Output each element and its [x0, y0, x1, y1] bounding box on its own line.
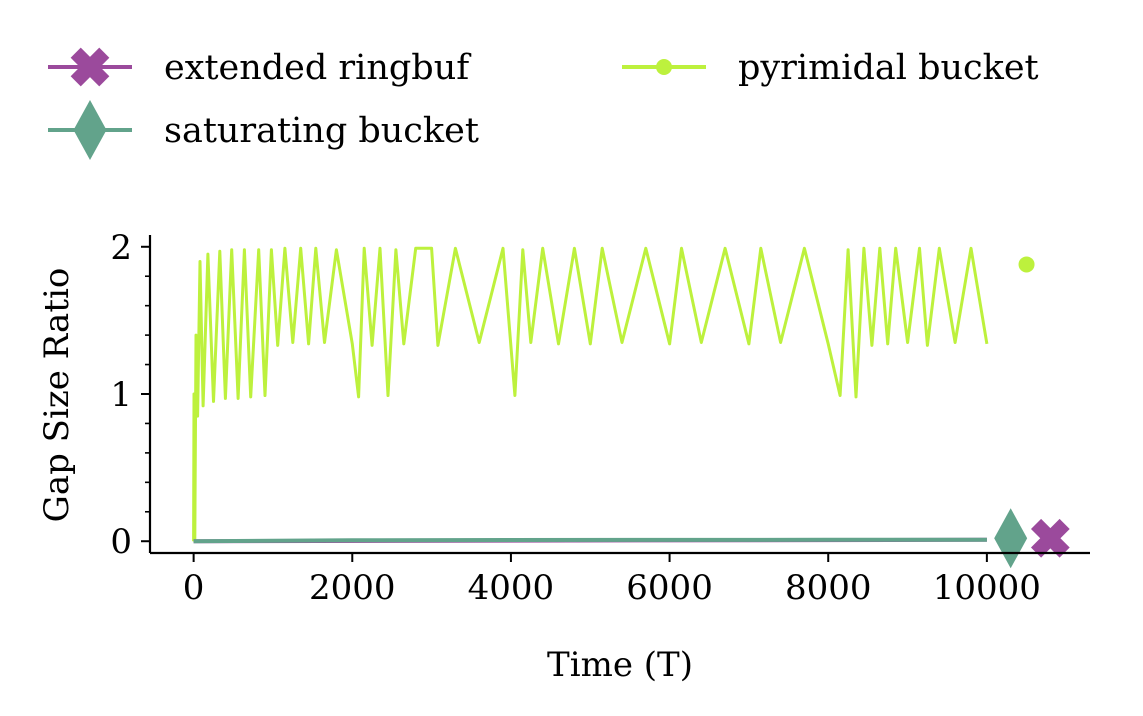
legend-label: pyrimidal bucket — [738, 48, 1039, 88]
x-tick-label: 8000 — [785, 568, 872, 608]
summary-marker-pyrimidal-bucket — [1018, 256, 1035, 273]
series-line-pyrimidal-bucket — [192, 246, 989, 543]
series-layer — [192, 246, 989, 544]
y-axis-ticks: 0 1 2 — [110, 228, 150, 562]
y-axis-label: Gap Size Ratio — [37, 268, 77, 523]
x-tick-label: 2000 — [309, 568, 396, 608]
legend-item-saturating-bucket: saturating bucket — [48, 100, 479, 160]
legend-marker — [656, 59, 672, 75]
plot-area: 0 2000 4000 6000 8000 10000 0 1 2 — [110, 228, 1090, 608]
legend: extended ringbuf saturating bucket pyrimid… — [48, 47, 1039, 160]
y-tick-label: 0 — [110, 522, 132, 562]
series-line-saturating-bucket — [193, 537, 987, 544]
y-tick-label: 1 — [110, 375, 132, 415]
legend-marker — [70, 47, 110, 87]
summary-markers — [994, 256, 1070, 569]
legend-marker — [73, 100, 107, 160]
x-tick-label: 4000 — [468, 568, 555, 608]
x-axis-ticks: 0 2000 4000 6000 8000 10000 — [183, 553, 1041, 608]
legend-item-pyrimidal-bucket: pyrimidal bucket — [622, 48, 1039, 88]
x-tick-label: 10000 — [933, 568, 1041, 608]
x-axis-label: Time (T) — [547, 645, 693, 685]
x-tick-label: 6000 — [626, 568, 713, 608]
legend-label: extended ringbuf — [164, 48, 472, 88]
summary-marker-saturating-bucket — [994, 508, 1028, 569]
legend-item-extended-ringbuf: extended ringbuf — [48, 47, 472, 88]
summary-marker-extended-ringbuf — [1030, 518, 1070, 558]
y-tick-label: 2 — [110, 228, 132, 268]
legend-label: saturating bucket — [164, 111, 479, 151]
x-tick-label: 0 — [183, 568, 205, 608]
